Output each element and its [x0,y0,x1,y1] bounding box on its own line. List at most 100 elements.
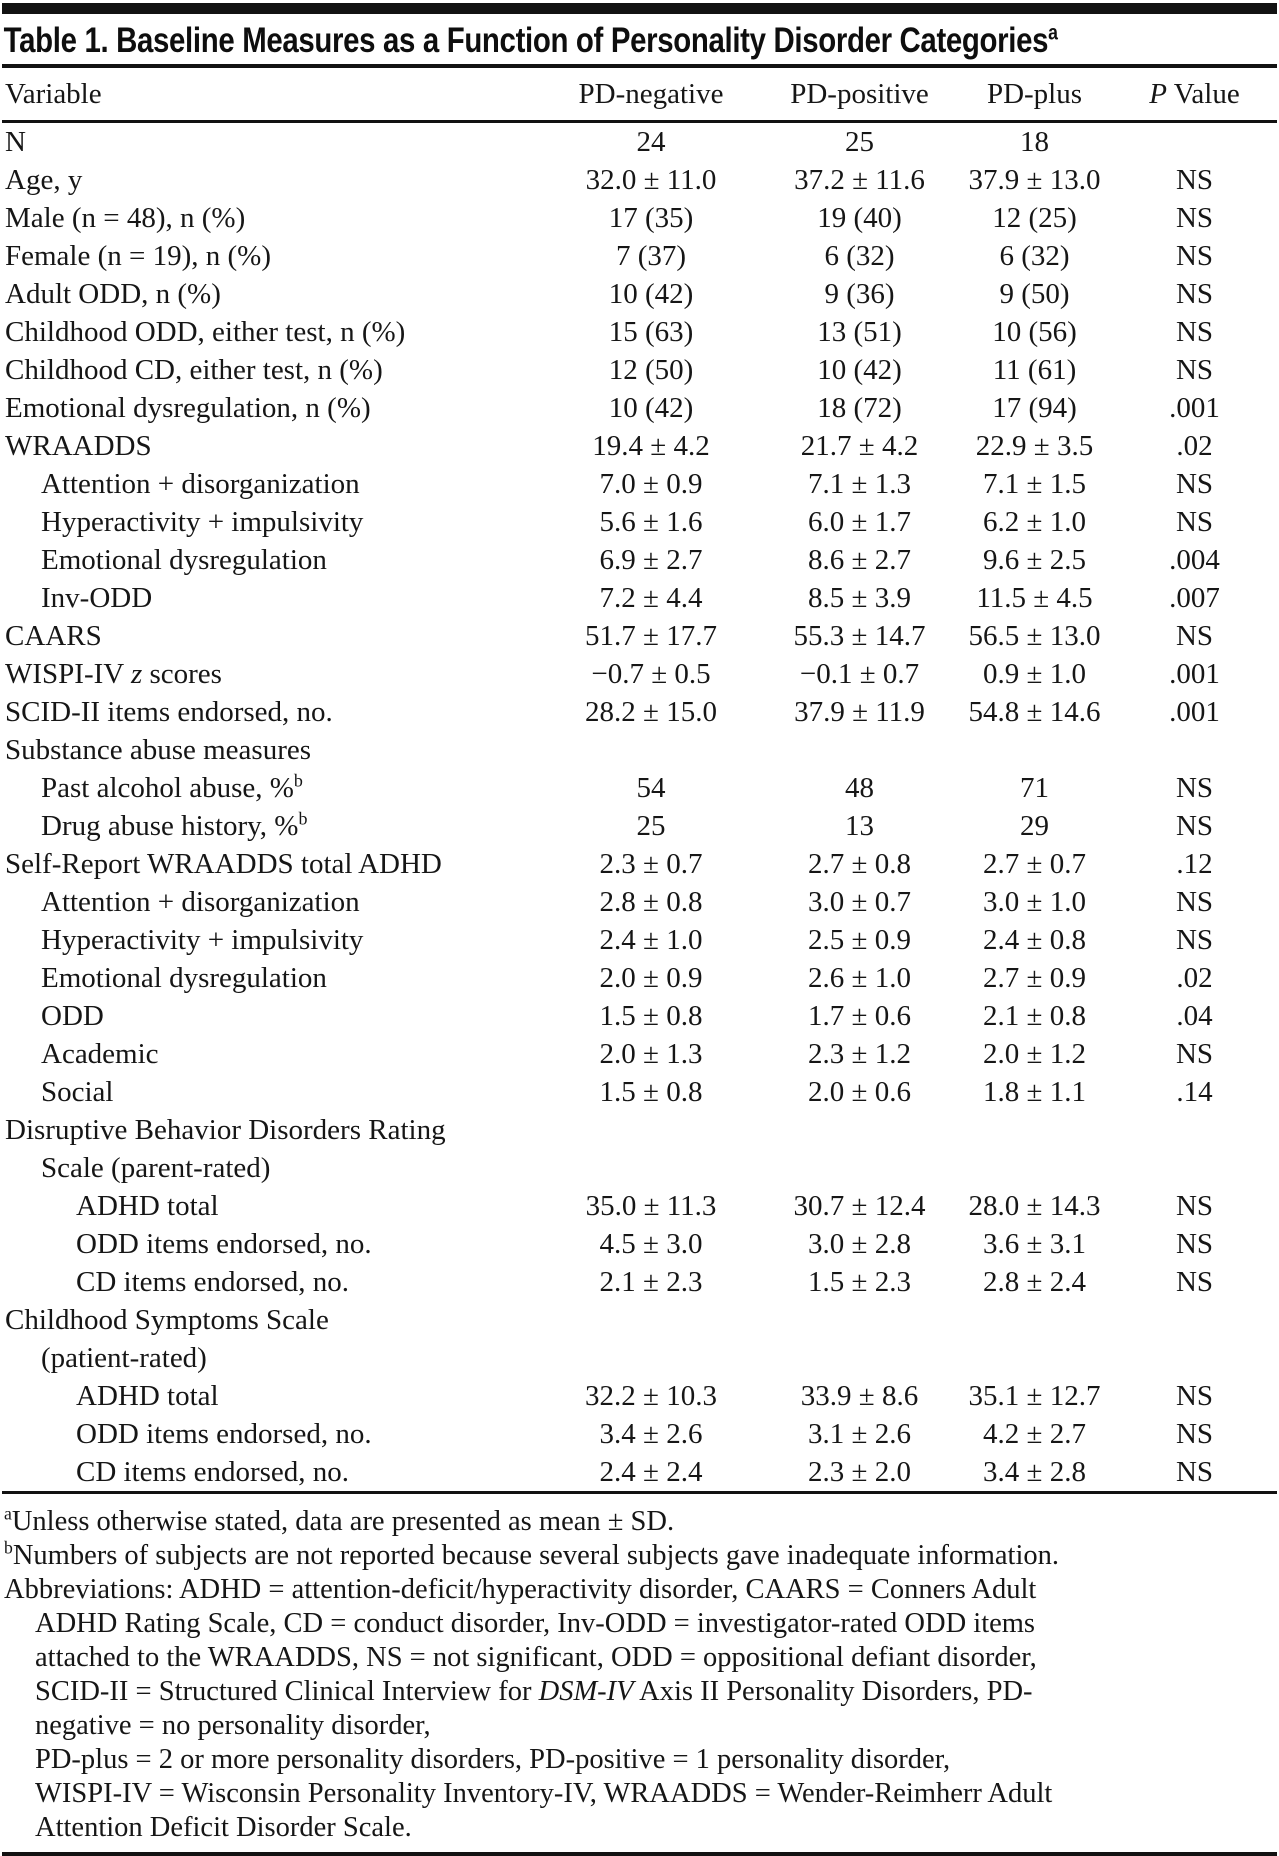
value-cell: 56.5 ± 13.0 [968,620,1101,652]
value-cell: 2.3 ± 0.7 [599,848,703,880]
row-label: (patient-rated) [41,1342,207,1374]
value-cell: 10 (42) [817,354,902,386]
value-cell: 2.7 ± 0.7 [983,848,1086,880]
footnote-line: bNumbers of subjects are not reported be… [4,1537,1060,1571]
value-cell: 13 [845,810,874,842]
footnote-line: SCID-II = Structured Clinical Interview … [35,1676,1033,1707]
p-value-cell [1112,1149,1277,1187]
value-cell: 48 [845,772,874,804]
value-cell: 2.1 ± 2.3 [599,1266,703,1298]
table-row: Attention + disorganization 2.8 ± 0.8 3.0 … [2,883,1277,921]
column-header: PD-negative [540,68,762,123]
footnote-line: attached to the WRAADDS, NS = not signif… [35,1642,1037,1673]
p-value-cell: .001 [1169,696,1220,728]
row-label: Female (n = 19), n (%) [5,240,271,272]
p-value-cell: NS [1175,468,1214,500]
row-label: Disruptive Behavior Disorders Rating [5,1114,446,1146]
value-cell: 7 (37) [615,240,687,272]
table-row: WISPI-IV z scores −0.7 ± 0.5 −0.1 ± 0.7 0.9… [2,655,1277,693]
footnote-line: aUnless otherwise stated, data are prese… [4,1503,675,1537]
table-row: N 24 25 18 [2,122,1277,162]
row-label: Emotional dysregulation, n (%) [5,392,371,424]
value-cell: 7.1 ± 1.5 [983,468,1086,500]
value-cell: 17 (94) [992,392,1077,424]
p-value-cell: NS [1175,164,1214,196]
value-cell: 9 (36) [824,278,895,310]
row-label: Emotional dysregulation [41,544,327,576]
value-cell: 3.4 ± 2.8 [983,1456,1086,1488]
value-cell: 55.3 ± 14.7 [793,620,926,652]
footnote-line: Abbreviations: ADHD = attention-deficit/… [4,1574,1037,1605]
row-label: Childhood CD, either test, n (%) [5,354,383,386]
row-label: Hyperactivity + impulsivity [41,924,364,956]
value-cell [762,1339,957,1377]
baseline-measures-table: Variable PD-negative PD-positive PD-plus P V… [2,68,1277,1494]
value-cell: 12 (50) [608,354,694,386]
value-cell: 2.7 ± 0.9 [983,962,1086,994]
value-cell: 37.2 ± 11.6 [794,164,925,196]
column-header-variable: Variable [2,68,540,123]
p-value-cell: .02 [1176,962,1213,994]
table-row: Childhood CD, either test, n (%) 12 (50) 1… [2,351,1277,389]
row-label: Hyperactivity + impulsivity [41,506,364,538]
footnote-line: PD-plus = 2 or more personality disorder… [35,1744,951,1775]
p-value-cell: NS [1175,620,1214,652]
table-row: Hyperactivity + impulsivity 2.4 ± 1.0 2.5 … [2,921,1277,959]
value-cell: 3.0 ± 1.0 [983,886,1086,918]
table-top-rule [2,3,1277,14]
p-value-cell: NS [1175,924,1214,956]
table-row: Scale (parent-rated) [2,1149,1277,1187]
value-cell: 37.9 ± 11.9 [794,696,925,728]
table-bottom-rule [2,1852,1277,1856]
table-title: Table 1. Baseline Measures as a Function… [3,21,1058,60]
value-cell [957,1149,1112,1187]
p-value-cell [1112,122,1277,162]
table-footnotes: aUnless otherwise stated, data are prese… [2,1494,1277,1845]
value-cell: 28.0 ± 14.3 [968,1190,1101,1222]
value-cell: 5.6 ± 1.6 [599,506,703,538]
value-cell: 2.5 ± 0.9 [808,924,911,956]
table-row: ADHD total 35.0 ± 11.3 30.7 ± 12.4 28.0 ± 1… [2,1187,1277,1225]
footnote-line: Attention Deficit Disorder Scale. [35,1812,412,1843]
table-row: Emotional dysregulation 6.9 ± 2.7 8.6 ± 2.… [2,541,1277,579]
p-value-cell [1112,1301,1277,1339]
table-row: SCID-II items endorsed, no. 28.2 ± 15.0 37… [2,693,1277,731]
row-label: ODD items endorsed, no. [76,1418,372,1450]
value-cell: 2.3 ± 2.0 [808,1456,911,1488]
value-cell [762,1149,957,1187]
value-cell: 9 (50) [999,278,1070,310]
row-label: Attention + disorganization [41,468,360,500]
value-cell: 35.0 ± 11.3 [585,1190,717,1222]
value-cell: 2.0 ± 0.6 [808,1076,911,1108]
p-value-cell: NS [1175,240,1214,272]
table-row: Self-Report WRAADDS total ADHD 2.3 ± 0.7 2… [2,845,1277,883]
value-cell [957,1301,1112,1339]
value-cell: 24 [636,126,666,158]
value-cell: 12 (25) [992,202,1077,234]
value-cell: 18 [1020,126,1049,158]
value-cell: 10 (42) [608,278,694,310]
row-label: Social [41,1076,114,1108]
value-cell: 25 [636,810,666,842]
row-label: Attention + disorganization [41,886,360,918]
row-label: Childhood ODD, either test, n (%) [5,316,406,348]
table-row: Disruptive Behavior Disorders Rating [2,1111,1277,1149]
table-row: Social 1.5 ± 0.8 2.0 ± 0.6 1.8 ± 1.1 .14 [2,1073,1277,1111]
value-cell: 8.6 ± 2.7 [808,544,911,576]
p-value-cell [1112,1111,1277,1149]
value-cell: 9.6 ± 2.5 [983,544,1086,576]
table-row: ADHD total 32.2 ± 10.3 33.9 ± 8.6 35.1 ± 12… [2,1377,1277,1415]
value-cell: 11 (61) [992,354,1077,386]
table-row: Substance abuse measures [2,731,1277,769]
table-row: ODD items endorsed, no. 4.5 ± 3.0 3.0 ± 2.… [2,1225,1277,1263]
value-cell: 2.8 ± 0.8 [599,886,703,918]
value-cell: 2.3 ± 1.2 [808,1038,911,1070]
p-value-cell: NS [1175,1190,1214,1222]
row-label: Male (n = 48), n (%) [5,202,246,234]
value-cell [540,1111,762,1149]
p-value-cell: NS [1175,810,1214,842]
p-value-cell: .004 [1169,544,1220,576]
p-value-cell: .001 [1169,392,1220,424]
table-row: Childhood Symptoms Scale [2,1301,1277,1339]
value-cell: 28.2 ± 15.0 [585,696,717,728]
